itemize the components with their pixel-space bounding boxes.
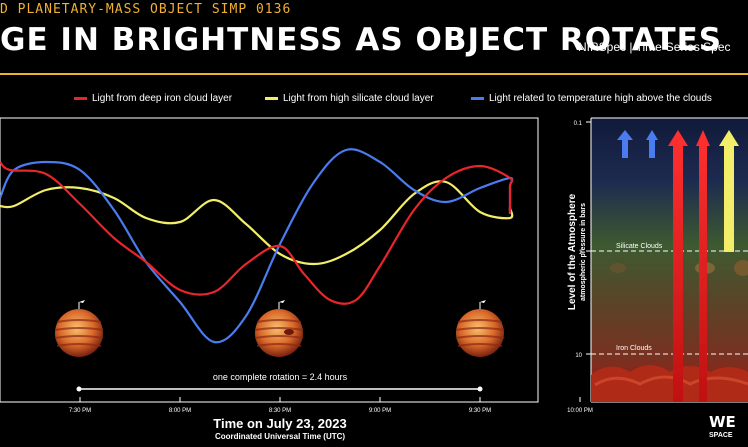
legend-swatch-silicate bbox=[265, 96, 278, 100]
temperature-arrow-2 bbox=[646, 130, 658, 158]
atmosphere-diagram: 0.1 1 10 Level of the Atmosphere atmosph… bbox=[567, 117, 748, 403]
x-tick-label: 10:00 PM bbox=[567, 408, 593, 414]
legend-item-iron: Light from deep iron cloud layer bbox=[74, 93, 232, 104]
planet-icon-1 bbox=[54, 300, 104, 357]
legend-label-iron: Light from deep iron cloud layer bbox=[92, 93, 233, 104]
legend-swatch-iron bbox=[74, 96, 87, 100]
pressure-tick-0: 0.1 bbox=[574, 121, 583, 127]
x-tick-label: 7:30 PM bbox=[69, 408, 91, 414]
temperature-arrow-1 bbox=[617, 130, 633, 158]
legend-swatch-temperature bbox=[471, 96, 484, 100]
legend-label-silicate: Light from high silicate cloud layer bbox=[283, 93, 434, 104]
atmosphere-axis-sublabel: atmospheric pressure in bars bbox=[580, 203, 587, 301]
x-axis-sublabel: Coordinated Universal Time (UTC) bbox=[214, 432, 346, 441]
webb-logo: WE bbox=[709, 413, 736, 431]
planet-icon-3 bbox=[455, 300, 505, 357]
silicate-clouds-label: Silicate Clouds bbox=[616, 243, 663, 250]
x-axis-label: Time on July 23, 2023 bbox=[213, 416, 347, 431]
webb-logo-sub: SPACE bbox=[709, 432, 733, 439]
x-tick-label: 8:00 PM bbox=[169, 408, 191, 414]
x-tick-label: 9:00 PM bbox=[369, 408, 391, 414]
series-line-silicate bbox=[0, 180, 514, 266]
x-axis-ticks: 7:30 PM 8:00 PM 8:30 PM 9:00 PM 9:30 PM 10:00… bbox=[69, 397, 593, 414]
iron-light-arrow-1 bbox=[668, 130, 688, 402]
x-tick-label: 9:30 PM bbox=[469, 408, 491, 414]
plot-frame bbox=[0, 117, 539, 403]
atmosphere-axis-label: Level of the Atmosphere bbox=[567, 193, 578, 310]
chart-title: GE IN BRIGHTNESS AS OBJECT ROTATES bbox=[0, 22, 723, 58]
chart-subtitle: D PLANETARY-MASS OBJECT SIMP 0136 bbox=[0, 2, 292, 17]
rotation-span-start bbox=[76, 386, 82, 392]
series-line-iron bbox=[0, 161, 514, 305]
atmosphere-column bbox=[591, 118, 748, 402]
x-tick-label: 8:30 PM bbox=[269, 408, 291, 414]
silicate-light-arrow bbox=[719, 130, 739, 252]
title-divider bbox=[0, 73, 748, 75]
series-lines bbox=[0, 148, 514, 344]
legend-label-temperature: Light related to temperature high above … bbox=[489, 93, 712, 104]
pressure-tick-2: 10 bbox=[575, 353, 582, 359]
rotation-annotation: one complete rotation = 2.4 hours bbox=[213, 372, 348, 382]
legend-item-silicate: Light from high silicate cloud layer bbox=[265, 93, 434, 104]
planet-icon-2 bbox=[254, 300, 304, 357]
iron-clouds-label: Iron Clouds bbox=[616, 345, 652, 352]
rotation-span-end bbox=[477, 386, 483, 392]
iron-cloud-shape bbox=[591, 365, 748, 402]
series-line-temperature bbox=[0, 148, 514, 344]
instrument-label: NIRSpec | Time-Series Spec bbox=[578, 40, 731, 54]
iron-light-arrow-2 bbox=[696, 130, 710, 402]
legend-item-temperature: Light related to temperature high above … bbox=[471, 93, 712, 104]
pressure-tick-1: 1 bbox=[579, 250, 583, 256]
